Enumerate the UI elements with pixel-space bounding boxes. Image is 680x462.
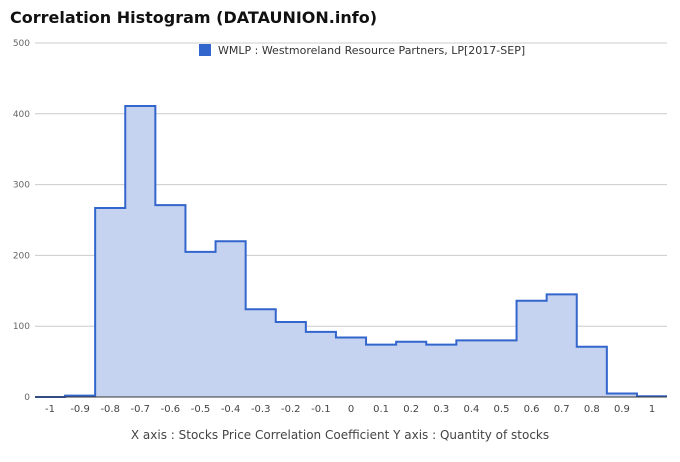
legend: WMLP : Westmoreland Resource Partners, L… [199, 44, 525, 57]
x-tick-label: -0.9 [70, 404, 90, 415]
legend-swatch [199, 44, 211, 56]
x-tick-label: -0.3 [251, 404, 271, 415]
x-tick-label: -0.7 [131, 404, 151, 415]
x-axis-ticks: -1 -0.9 -0.8 -0.7 -0.6 -0.5 -0.4 -0.3 -0.2 -0.1 0 0… [45, 404, 655, 415]
x-tick-label: 0.1 [373, 404, 389, 415]
x-tick-label: 0.4 [463, 404, 479, 415]
series-step-line [35, 105, 667, 398]
x-tick-label: 0 [348, 404, 354, 415]
x-tick-label: -0.6 [161, 404, 181, 415]
y-tick-label: 300 [13, 181, 30, 191]
y-tick-label: 500 [13, 39, 30, 49]
y-tick-label: 400 [13, 110, 30, 120]
x-tick-label: 0.8 [584, 404, 600, 415]
series-area [35, 106, 667, 398]
x-tick-label: 0.5 [494, 404, 510, 415]
x-tick-label: 1 [649, 404, 655, 415]
x-tick-label: -0.8 [100, 404, 120, 415]
x-tick-label: 0.7 [554, 404, 570, 415]
x-tick-label: -0.1 [311, 404, 331, 415]
x-tick-label: 0.9 [614, 404, 630, 415]
axis-caption: X axis : Stocks Price Correlation Coeffi… [130, 428, 550, 442]
legend-label: WMLP : Westmoreland Resource Partners, L… [218, 44, 525, 57]
x-tick-label: 0.3 [433, 404, 449, 415]
x-tick-label: -0.5 [191, 404, 211, 415]
x-tick-label: -0.4 [221, 404, 241, 415]
y-tick-label: 200 [13, 251, 30, 261]
x-tick-label: -1 [45, 404, 55, 415]
x-tick-label: 0.6 [524, 404, 540, 415]
y-tick-label: 0 [24, 393, 30, 403]
x-tick-label: -0.2 [281, 404, 301, 415]
x-tick-label: 0.2 [403, 404, 419, 415]
y-tick-label: 100 [13, 322, 30, 332]
chart-title: Correlation Histogram (DATAUNION.info) [10, 8, 377, 27]
y-axis-ticks: 0 100 200 300 400 500 [13, 39, 30, 403]
